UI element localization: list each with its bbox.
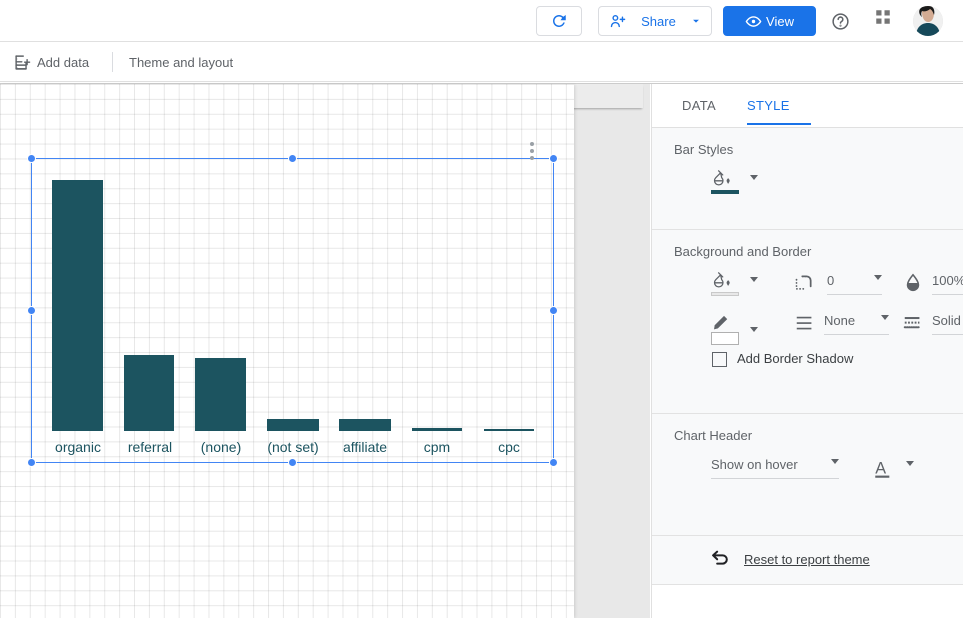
svg-text:A: A	[875, 459, 886, 477]
